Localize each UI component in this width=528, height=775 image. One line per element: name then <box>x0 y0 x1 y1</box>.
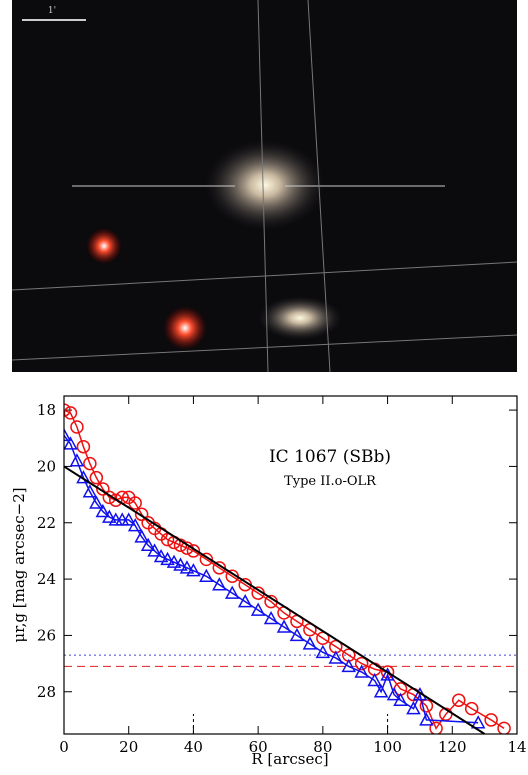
marker <box>128 496 142 510</box>
marker <box>186 544 201 558</box>
series-line <box>64 465 486 734</box>
marker <box>153 548 169 563</box>
marker <box>64 427 72 442</box>
frame-edge <box>11 334 518 361</box>
marker <box>76 439 91 454</box>
marker <box>212 577 227 591</box>
plot-frame <box>63 395 518 735</box>
marker <box>134 507 149 522</box>
marker <box>386 687 402 701</box>
marker <box>315 644 331 659</box>
y-axis-label: μr,g [mag arcsec−2] <box>10 487 28 642</box>
marker <box>69 453 85 467</box>
marker <box>237 594 253 608</box>
y-tick-label: 26 <box>37 626 56 644</box>
marker <box>289 627 305 642</box>
marker <box>147 543 162 557</box>
marker <box>70 420 84 434</box>
sky-image: 1' <box>11 0 518 373</box>
marker <box>64 436 78 450</box>
marker <box>82 484 98 498</box>
annotation: IC 1067 (SBb) <box>269 447 391 467</box>
x-tick-label: 20 <box>119 738 138 756</box>
marker <box>341 658 357 673</box>
marker <box>140 537 156 552</box>
marker <box>354 656 369 671</box>
x-axis-label: R [arcsec] <box>251 750 328 768</box>
y-tick-label: 22 <box>37 514 56 532</box>
marker <box>121 512 136 526</box>
marker <box>102 490 117 505</box>
marker <box>224 585 240 599</box>
y-tick-label: 24 <box>37 570 56 588</box>
marker <box>484 713 498 727</box>
marker <box>406 701 421 715</box>
y-tick-label: 28 <box>37 683 56 701</box>
marker <box>302 636 318 650</box>
frame-edge <box>257 0 269 373</box>
x-tick-label: 80 <box>313 738 332 756</box>
x-tick-label: 14 <box>507 738 526 756</box>
marker <box>470 715 486 729</box>
marker <box>96 482 110 496</box>
marker <box>452 693 466 707</box>
galaxy <box>258 296 342 340</box>
marker <box>160 532 175 547</box>
x-tick-label: 100 <box>373 738 402 756</box>
marker <box>173 557 188 571</box>
x-tick-label: 60 <box>249 738 268 756</box>
star <box>86 228 122 264</box>
marker <box>393 692 408 706</box>
scale-label: 1' <box>48 6 56 16</box>
profile-chart: IC 1067 (SBb) Type II.o-OLR R [arcsec] μ… <box>10 395 527 768</box>
marker <box>179 560 195 574</box>
marker <box>464 701 479 716</box>
marker <box>186 563 201 577</box>
annotation: Type II.o-OLR <box>284 474 377 489</box>
marker <box>89 495 104 509</box>
series-line <box>64 409 505 730</box>
marker <box>373 684 389 698</box>
marker <box>429 721 443 734</box>
galaxy <box>205 140 325 230</box>
x-tick-label: 40 <box>184 738 203 756</box>
marker <box>276 619 292 633</box>
marker <box>83 456 97 471</box>
y-tick-label: 20 <box>37 457 56 475</box>
marker <box>380 665 395 679</box>
marker <box>328 650 344 664</box>
marker <box>134 529 149 543</box>
marker <box>109 493 123 507</box>
marker <box>212 561 227 575</box>
marker <box>95 503 111 518</box>
marker <box>102 509 117 523</box>
star <box>163 306 207 350</box>
x-tick-label: 0 <box>59 738 69 756</box>
marker <box>367 672 382 687</box>
marker <box>127 518 143 532</box>
marker <box>160 551 175 566</box>
y-tick-label: 18 <box>37 401 56 419</box>
marker <box>419 712 434 726</box>
marker <box>354 664 369 678</box>
marker <box>166 554 182 568</box>
marker <box>497 721 511 734</box>
marker <box>64 403 71 417</box>
marker <box>89 470 104 485</box>
frame-edge <box>11 261 518 291</box>
series-line <box>64 434 479 724</box>
marker <box>250 602 266 616</box>
x-tick-label: 120 <box>438 738 467 756</box>
marker <box>199 552 214 567</box>
marker <box>199 568 214 583</box>
marker <box>263 610 279 625</box>
frame-edge <box>307 0 331 373</box>
